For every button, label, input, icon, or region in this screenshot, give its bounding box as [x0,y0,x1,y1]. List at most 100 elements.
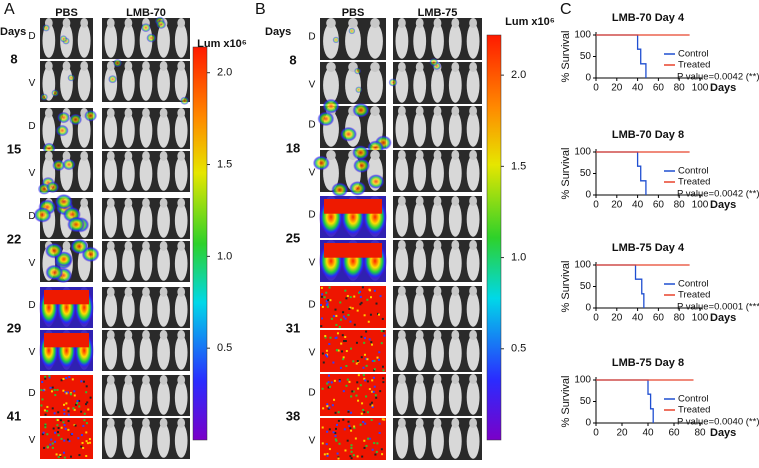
mouse [413,291,427,327]
signal-noise [342,315,345,318]
mouse [431,67,444,103]
signal-noise [339,366,342,369]
mouse [122,113,135,148]
signal-noise [85,391,88,394]
signal-noise [320,286,323,289]
legend-label: Treated [678,405,710,416]
mouse [157,380,170,415]
x-tick-label: 40 [632,313,644,324]
signal-noise [78,405,81,408]
mouse-head [469,240,478,251]
signal-noise [350,395,353,398]
day-label: 22 [7,231,21,246]
x-tick-label: 60 [653,313,665,324]
mouse [104,66,118,101]
signal-noise [76,399,79,402]
mouse-head [62,61,71,71]
signal-noise [376,356,379,359]
signal-noise [64,391,67,394]
signal-noise [338,380,341,383]
mouse-head [159,418,168,428]
signal-noise [80,434,83,437]
signal-noise [349,455,352,458]
mouse [448,111,462,147]
mouse-head [142,418,150,428]
colorbar-title: Lum x10⁶ [197,38,247,50]
dv-label: D [28,211,35,222]
signal [69,113,83,126]
signal [324,199,382,214]
mouse-head [397,286,406,297]
signal-noise [56,419,59,422]
signal-noise [366,298,369,301]
mouse-head [397,374,406,385]
mouse-head [415,286,424,297]
mouse [466,291,480,327]
mouse [448,291,462,327]
signal-noise [337,457,340,460]
signal-noise [362,420,365,423]
mouse-head [433,330,442,341]
mouse [395,111,409,147]
x-tick-label: 40 [632,83,644,94]
signal-noise [326,452,329,455]
mouse-head [415,18,424,29]
signal [156,19,167,30]
mouse [448,201,462,237]
mouse [448,67,462,103]
mouse-head [159,61,168,71]
signal-noise [339,301,342,304]
signal-noise [367,320,370,323]
mouse-head [415,240,424,251]
signal-noise [322,361,325,364]
signal-noise [65,377,68,380]
mouse [395,67,409,103]
signal-noise [373,359,376,362]
signal-noise [363,411,366,414]
signal-noise [327,299,330,302]
signal-noise [321,317,324,320]
dv-label: V [29,347,36,358]
signal-noise [68,440,71,443]
signal-noise [333,398,336,401]
signal-noise [340,350,343,353]
days-title: Days [265,26,291,38]
mouse [122,380,135,415]
dv-label: V [309,168,316,179]
signal-noise [364,422,367,425]
y-axis-label: % Survival [560,376,572,428]
signal [320,330,386,372]
signal [45,264,64,281]
mouse [139,203,153,238]
mouse [139,423,153,458]
annotation: P value=0.0042 (**) [677,72,759,83]
signal-noise [53,412,56,415]
signal-noise [357,374,360,377]
y-tick-label: 100 [574,260,591,271]
survival-line [596,379,654,423]
mouse-head [397,106,406,117]
signal-noise [326,355,329,358]
signal-noise [60,379,63,382]
signal-noise [335,336,338,339]
y-tick-label: 0 [585,303,591,314]
signal [44,333,89,348]
signal-noise [369,289,372,292]
signal-noise [321,387,324,390]
signal-noise [349,320,352,323]
mouse-head [469,106,478,117]
signal-noise [49,443,52,446]
signal [59,35,68,43]
signal-noise [356,360,359,363]
signal-noise [54,394,57,397]
mouse-head [106,418,115,428]
signal-noise [85,440,88,443]
signal-noise [382,377,385,380]
mouse-head [370,106,380,117]
signal-noise [329,336,332,339]
mouse-head [469,286,478,297]
signal-noise [373,289,376,292]
x-tick-label: 80 [674,313,686,324]
signal [320,418,386,460]
signal-noise [374,394,377,397]
